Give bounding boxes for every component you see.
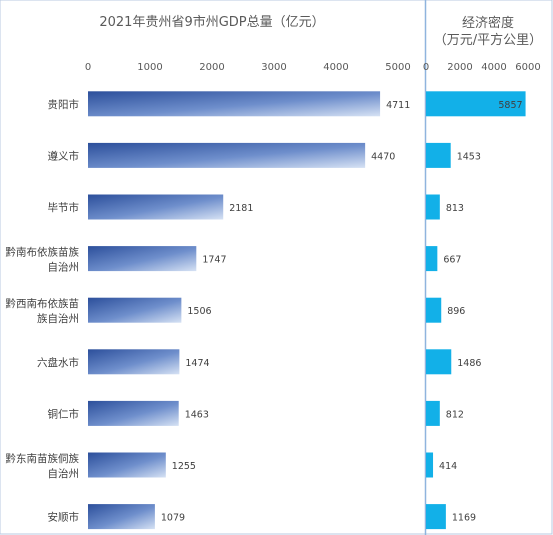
density-value-label: 1169 — [452, 513, 476, 524]
gdp-value-label: 4711 — [386, 100, 410, 111]
gdp-tick-label: 4000 — [323, 62, 348, 73]
density-value-label: 896 — [447, 306, 465, 317]
gdp-value-label: 1255 — [172, 461, 196, 472]
gdp-tick-label: 1000 — [137, 62, 162, 73]
category-label: 黔南布依族苗族 — [6, 246, 80, 259]
category-label: 黔西南布依族苗 — [6, 297, 80, 310]
density-bar — [426, 91, 526, 117]
density-bar — [426, 246, 438, 272]
density-value-label: 813 — [446, 203, 464, 214]
gdp-bar — [88, 297, 182, 323]
gdp-value-label: 1079 — [161, 513, 185, 524]
density-value-label: 5857 — [498, 100, 522, 111]
category-label: 贵阳市 — [48, 98, 80, 111]
density-tick-label: 6000 — [515, 62, 540, 73]
gdp-bar — [88, 142, 366, 168]
gdp-bar — [88, 349, 180, 375]
category-label: 六盘水市 — [37, 356, 79, 369]
density-bar — [426, 349, 452, 375]
chart-marks: 0 1000 2000 3000 4000 5000 0 2000 4000 6000 贵阳市 471… — [6, 62, 541, 530]
category-label: 自治州 — [48, 467, 80, 480]
density-tick-label: 0 — [423, 62, 429, 73]
category-label: 毕节市 — [48, 201, 80, 214]
category-label: 族自治州 — [37, 312, 79, 325]
density-bar — [426, 400, 440, 426]
gdp-tick-label: 0 — [85, 62, 91, 73]
gdp-bar — [88, 91, 381, 117]
density-value-label: 1486 — [457, 358, 481, 369]
gdp-value-label: 1747 — [202, 255, 226, 266]
density-bar — [426, 504, 446, 530]
category-label: 安顺市 — [48, 511, 80, 524]
density-tick-label: 4000 — [481, 62, 506, 73]
gdp-bar — [88, 246, 197, 272]
density-value-label: 812 — [446, 409, 464, 420]
density-bar — [426, 452, 434, 478]
density-value-label: 667 — [443, 255, 461, 266]
density-chart-title-line-2: （万元/平方公里） — [434, 32, 542, 48]
gdp-value-label: 1506 — [187, 306, 211, 317]
gdp-chart-title: 2021年贵州省9市州GDP总量（亿元） — [99, 14, 324, 30]
density-tick-label: 2000 — [447, 62, 472, 73]
gdp-bar — [88, 452, 166, 478]
density-value-label: 1453 — [457, 151, 481, 162]
gdp-bar — [88, 504, 155, 530]
gdp-value-label: 1474 — [185, 358, 209, 369]
density-chart-title-line-1: 经济密度 — [462, 15, 514, 31]
density-bar — [426, 194, 440, 220]
gdp-tick-label: 3000 — [261, 62, 286, 73]
gdp-value-label: 2181 — [229, 203, 253, 214]
density-bar — [426, 297, 442, 323]
category-label: 铜仁市 — [48, 407, 80, 420]
category-label: 黔东南苗族侗族 — [6, 452, 80, 465]
gdp-value-label: 1463 — [185, 409, 209, 420]
density-bar — [426, 142, 451, 168]
category-label: 自治州 — [48, 261, 80, 274]
density-value-label: 414 — [439, 461, 457, 472]
gdp-tick-label: 2000 — [199, 62, 224, 73]
category-label: 遵义市 — [48, 149, 80, 162]
gdp-tick-label: 5000 — [385, 62, 410, 73]
gdp-bar — [88, 400, 179, 426]
gdp-value-label: 4470 — [371, 151, 395, 162]
gdp-bar — [88, 194, 224, 220]
